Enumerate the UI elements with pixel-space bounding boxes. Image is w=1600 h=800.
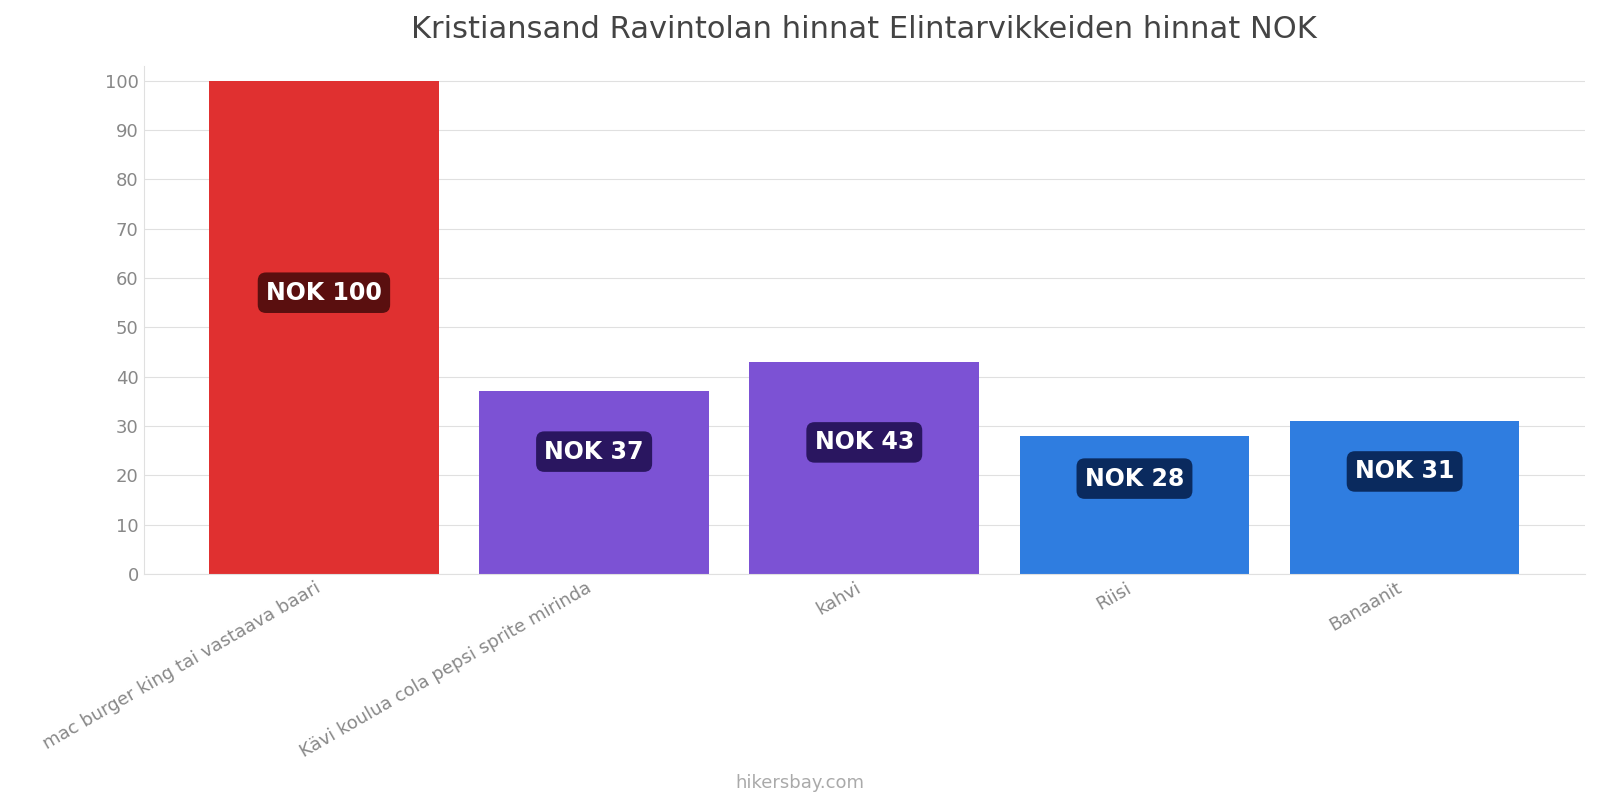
- Title: Kristiansand Ravintolan hinnat Elintarvikkeiden hinnat NOK: Kristiansand Ravintolan hinnat Elintarvi…: [411, 15, 1317, 44]
- Bar: [1290, 421, 1520, 574]
- Text: NOK 43: NOK 43: [814, 430, 914, 454]
- Text: NOK 31: NOK 31: [1355, 459, 1454, 483]
- Text: hikersbay.com: hikersbay.com: [736, 774, 864, 792]
- Bar: [1019, 436, 1250, 574]
- Bar: [210, 81, 438, 574]
- Bar: [480, 391, 709, 574]
- Text: NOK 100: NOK 100: [266, 281, 382, 305]
- Text: NOK 37: NOK 37: [544, 440, 643, 464]
- Bar: [749, 362, 979, 574]
- Text: NOK 28: NOK 28: [1085, 466, 1184, 490]
